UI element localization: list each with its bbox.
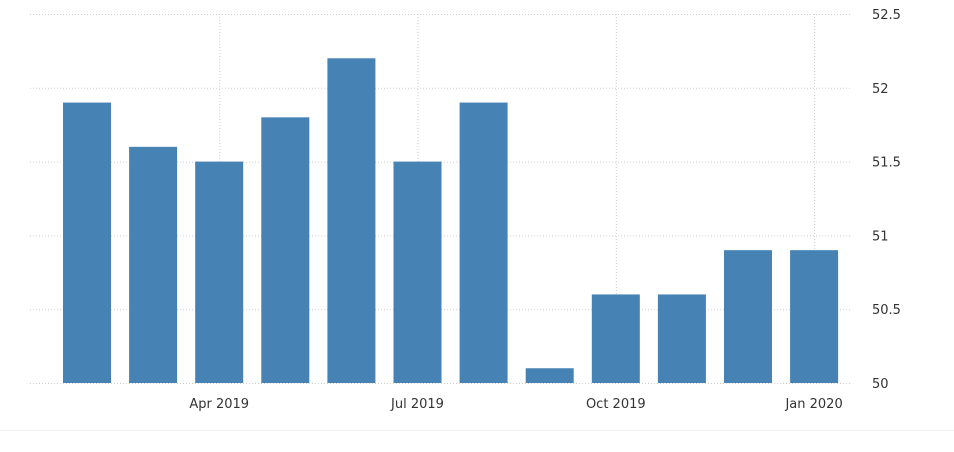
y-axis-ticks: 50 50.5 51 51.5 52 52.5: [872, 8, 901, 392]
bar-12[interactable]: [790, 250, 839, 383]
x-tick-label: Oct 2019: [586, 397, 646, 412]
bar-1[interactable]: [63, 102, 111, 383]
y-tick-label: 50: [872, 377, 889, 392]
x-axis-ticks: Apr 2019 Jul 2019 Oct 2019 Jan 2020: [189, 397, 842, 412]
bars: [63, 58, 839, 383]
y-tick-label: 51: [872, 229, 889, 244]
bar-8[interactable]: [525, 368, 574, 383]
bar-4[interactable]: [261, 117, 310, 383]
y-tick-label: 50.5: [872, 303, 901, 318]
x-tick-label: Jul 2019: [390, 397, 444, 412]
y-tick-label: 52: [872, 82, 889, 97]
bar-6[interactable]: [393, 161, 442, 383]
bar-3[interactable]: [195, 161, 244, 383]
bar-2[interactable]: [129, 146, 178, 383]
bar-7[interactable]: [459, 102, 508, 383]
chart-bottom-rule: [0, 430, 954, 431]
bar-5[interactable]: [327, 58, 376, 383]
y-tick-label: 51.5: [872, 156, 901, 171]
bar-11[interactable]: [724, 250, 772, 383]
y-tick-label: 52.5: [872, 8, 901, 23]
bar-10[interactable]: [657, 294, 706, 383]
bar-9[interactable]: [591, 294, 640, 383]
x-tick-label: Jan 2020: [784, 397, 842, 412]
x-tick-label: Apr 2019: [189, 397, 249, 412]
